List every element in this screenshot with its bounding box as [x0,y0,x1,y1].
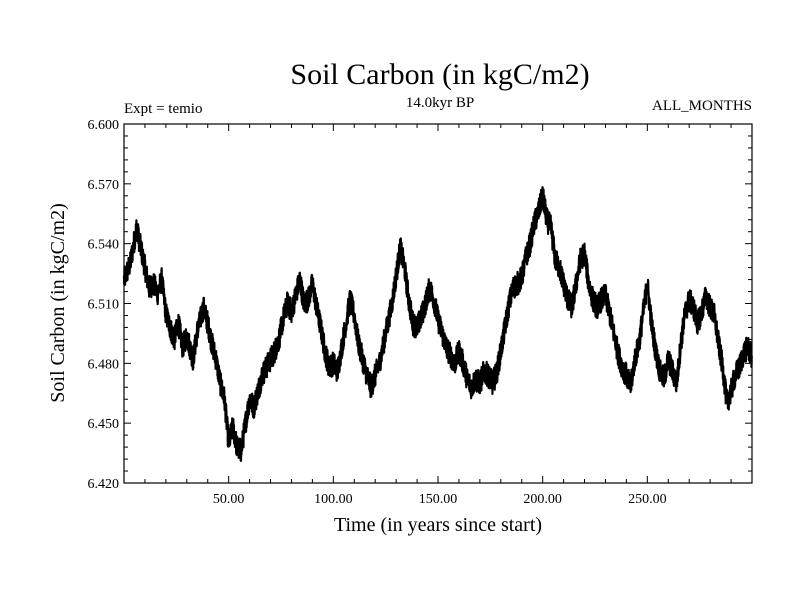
y-axis-ticks: 6.420 6.450 6.480 6.510 6.540 6.570 6.600 [88,118,752,492]
x-tick-label: 50.00 [213,492,245,507]
x-axis-label: Time (in years since start) [334,514,542,536]
y-axis-label: Soil Carbon (in kgC/m2) [47,203,69,402]
y-tick-label: 6.420 [88,477,120,492]
y-tick-label: 6.480 [88,357,120,372]
soil-carbon-series-line [122,186,753,462]
x-axis-ticks: 50.00 100.00 150.00 200.00 250.00 [144,124,732,507]
x-tick-label: 250.00 [628,492,667,507]
experiment-label: Expt = temio [124,101,202,117]
y-tick-label: 6.450 [88,417,120,432]
plot-frame [123,123,753,484]
y-tick-label: 6.540 [88,238,120,253]
months-label: ALL_MONTHS [652,98,752,114]
x-tick-label: 200.00 [523,492,562,507]
x-tick-label: 150.00 [419,492,458,507]
x-tick-label: 100.00 [314,492,353,507]
y-tick-label: 6.510 [88,298,120,313]
y-tick-label: 6.600 [88,118,120,133]
period-label: 14.0kyr BP [406,95,474,111]
y-tick-label: 6.570 [88,178,120,193]
chart-title: Soil Carbon (in kgC/m2) [290,58,589,91]
